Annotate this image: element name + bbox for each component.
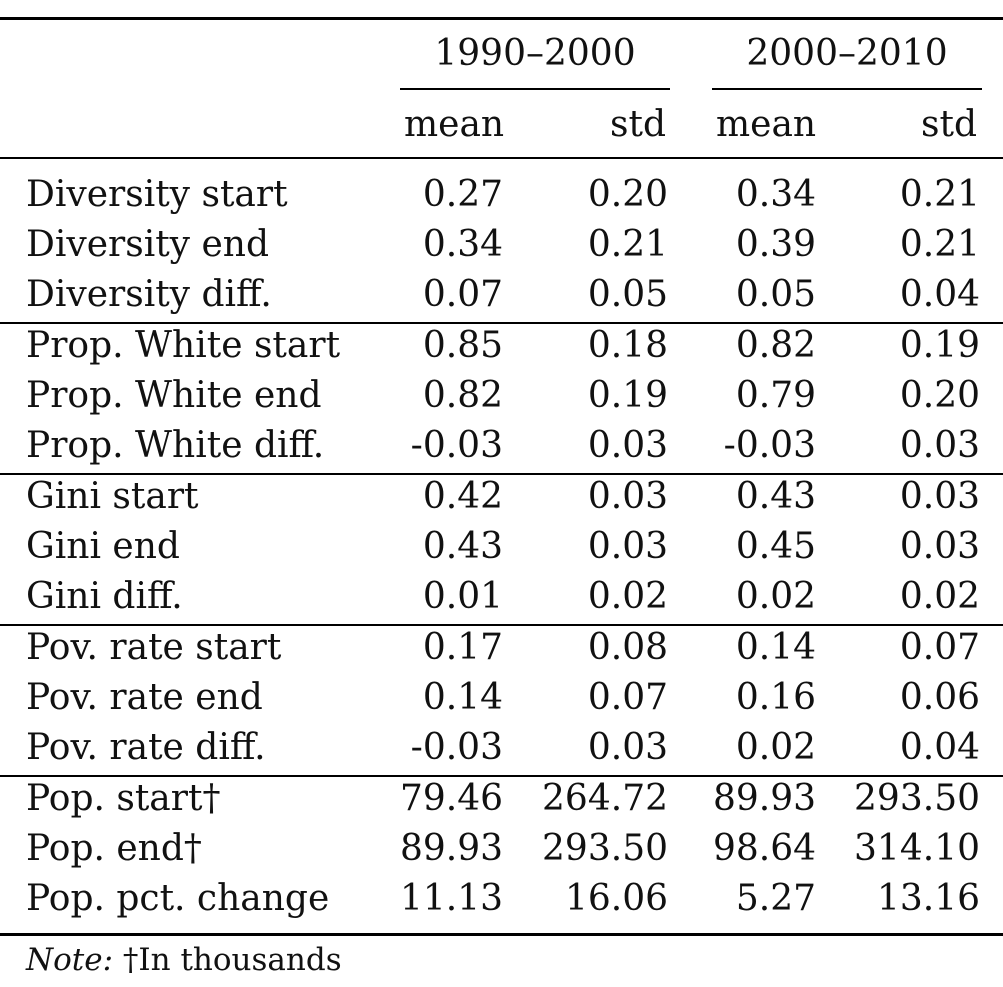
table-cell: 0.02 xyxy=(735,727,816,768)
table-cell: 89.93 xyxy=(712,778,816,819)
subheader-std-1990-2000: std xyxy=(610,104,666,145)
table-cell: 0.21 xyxy=(899,224,980,265)
row-label: Pov. rate end xyxy=(26,677,263,718)
row-label: Diversity end xyxy=(26,224,269,265)
table-cell: 0.39 xyxy=(735,224,816,265)
table-cell: 5.27 xyxy=(735,878,816,919)
table-cell: -0.03 xyxy=(723,425,816,466)
row-label: Gini diff. xyxy=(26,576,183,617)
table-cell: 0.45 xyxy=(735,526,816,567)
table-cell: 0.43 xyxy=(422,526,503,567)
table-cell: 0.79 xyxy=(735,375,816,416)
row-label: Pop. pct. change xyxy=(26,878,330,919)
table-cell: 0.04 xyxy=(899,274,980,315)
table-cell: 0.34 xyxy=(422,224,503,265)
table-cell: 0.19 xyxy=(899,325,980,366)
table-cell: 0.21 xyxy=(899,174,980,215)
table-cell: 0.34 xyxy=(735,174,816,215)
table-cell: 0.07 xyxy=(899,627,980,668)
note-prefix: Note: xyxy=(26,942,114,978)
column-group-underline-1990-2000 xyxy=(400,88,670,90)
row-label: Diversity start xyxy=(26,174,288,215)
row-label: Prop. White diff. xyxy=(26,425,325,466)
table-cell: 293.50 xyxy=(854,778,980,819)
table-cell: 0.02 xyxy=(735,576,816,617)
table-cell: 13.16 xyxy=(876,878,980,919)
table-cell: 0.16 xyxy=(735,677,816,718)
table-cell: 0.03 xyxy=(587,526,668,567)
row-label: Pov. rate start xyxy=(26,627,282,668)
table-cell: 0.03 xyxy=(587,727,668,768)
table-cell: 11.13 xyxy=(399,878,503,919)
table-cell: 0.08 xyxy=(587,627,668,668)
subheader-std-2000-2010: std xyxy=(921,104,977,145)
table-cell: 0.17 xyxy=(422,627,503,668)
table-cell: -0.03 xyxy=(410,727,503,768)
table-cell: 98.64 xyxy=(712,828,816,869)
header-bottom-rule xyxy=(0,157,1003,159)
table-cell: 0.82 xyxy=(422,375,503,416)
table-cell: 0.07 xyxy=(587,677,668,718)
table-cell: 314.10 xyxy=(854,828,980,869)
row-label: Gini end xyxy=(26,526,180,567)
table-cell: 0.03 xyxy=(587,476,668,517)
table-cell: 0.03 xyxy=(587,425,668,466)
row-label: Prop. White start xyxy=(26,325,341,366)
row-label: Prop. White end xyxy=(26,375,322,416)
table-cell: 0.01 xyxy=(422,576,503,617)
row-label: Pop. start† xyxy=(26,778,221,819)
top-rule xyxy=(0,17,1003,20)
group-divider-rule xyxy=(0,322,1003,324)
column-group-2000-2010: 2000–2010 xyxy=(746,33,948,74)
group-divider-rule xyxy=(0,775,1003,777)
table-cell: 0.14 xyxy=(422,677,503,718)
table-cell: 0.02 xyxy=(899,576,980,617)
table-cell: 0.85 xyxy=(422,325,503,366)
row-label: Pop. end† xyxy=(26,828,202,869)
row-label: Diversity diff. xyxy=(26,274,272,315)
row-label: Gini start xyxy=(26,476,199,517)
table-cell: 79.46 xyxy=(399,778,503,819)
group-divider-rule xyxy=(0,473,1003,475)
table-cell: 0.02 xyxy=(587,576,668,617)
subheader-mean-2000-2010: mean xyxy=(716,104,817,145)
table-cell: 0.21 xyxy=(587,224,668,265)
bottom-rule xyxy=(0,933,1003,936)
table-cell: 0.18 xyxy=(587,325,668,366)
column-group-1990-2000: 1990–2000 xyxy=(434,33,636,74)
group-divider-rule xyxy=(0,624,1003,626)
table-cell: 0.82 xyxy=(735,325,816,366)
column-group-underline-2000-2010 xyxy=(712,88,982,90)
table-cell: 16.06 xyxy=(564,878,668,919)
table-cell: 293.50 xyxy=(542,828,668,869)
table-cell: 0.07 xyxy=(422,274,503,315)
table-cell: 0.03 xyxy=(899,476,980,517)
table-cell: 0.04 xyxy=(899,727,980,768)
table-cell: -0.03 xyxy=(410,425,503,466)
table-cell: 0.42 xyxy=(422,476,503,517)
table-cell: 0.03 xyxy=(899,526,980,567)
table-cell: 264.72 xyxy=(542,778,668,819)
table-cell: 0.05 xyxy=(587,274,668,315)
table-cell: 0.20 xyxy=(587,174,668,215)
table-cell: 0.43 xyxy=(735,476,816,517)
table-cell: 0.19 xyxy=(587,375,668,416)
table-cell: 0.14 xyxy=(735,627,816,668)
subheader-mean-1990-2000: mean xyxy=(404,104,505,145)
table-cell: 0.20 xyxy=(899,375,980,416)
table-cell: 0.03 xyxy=(899,425,980,466)
note-text: †In thousands xyxy=(113,942,342,978)
table-cell: 0.06 xyxy=(899,677,980,718)
row-label: Pov. rate diff. xyxy=(26,727,266,768)
table-cell: 0.05 xyxy=(735,274,816,315)
table-note: Note: †In thousands xyxy=(26,940,342,980)
table-cell: 0.27 xyxy=(422,174,503,215)
table-cell: 89.93 xyxy=(399,828,503,869)
